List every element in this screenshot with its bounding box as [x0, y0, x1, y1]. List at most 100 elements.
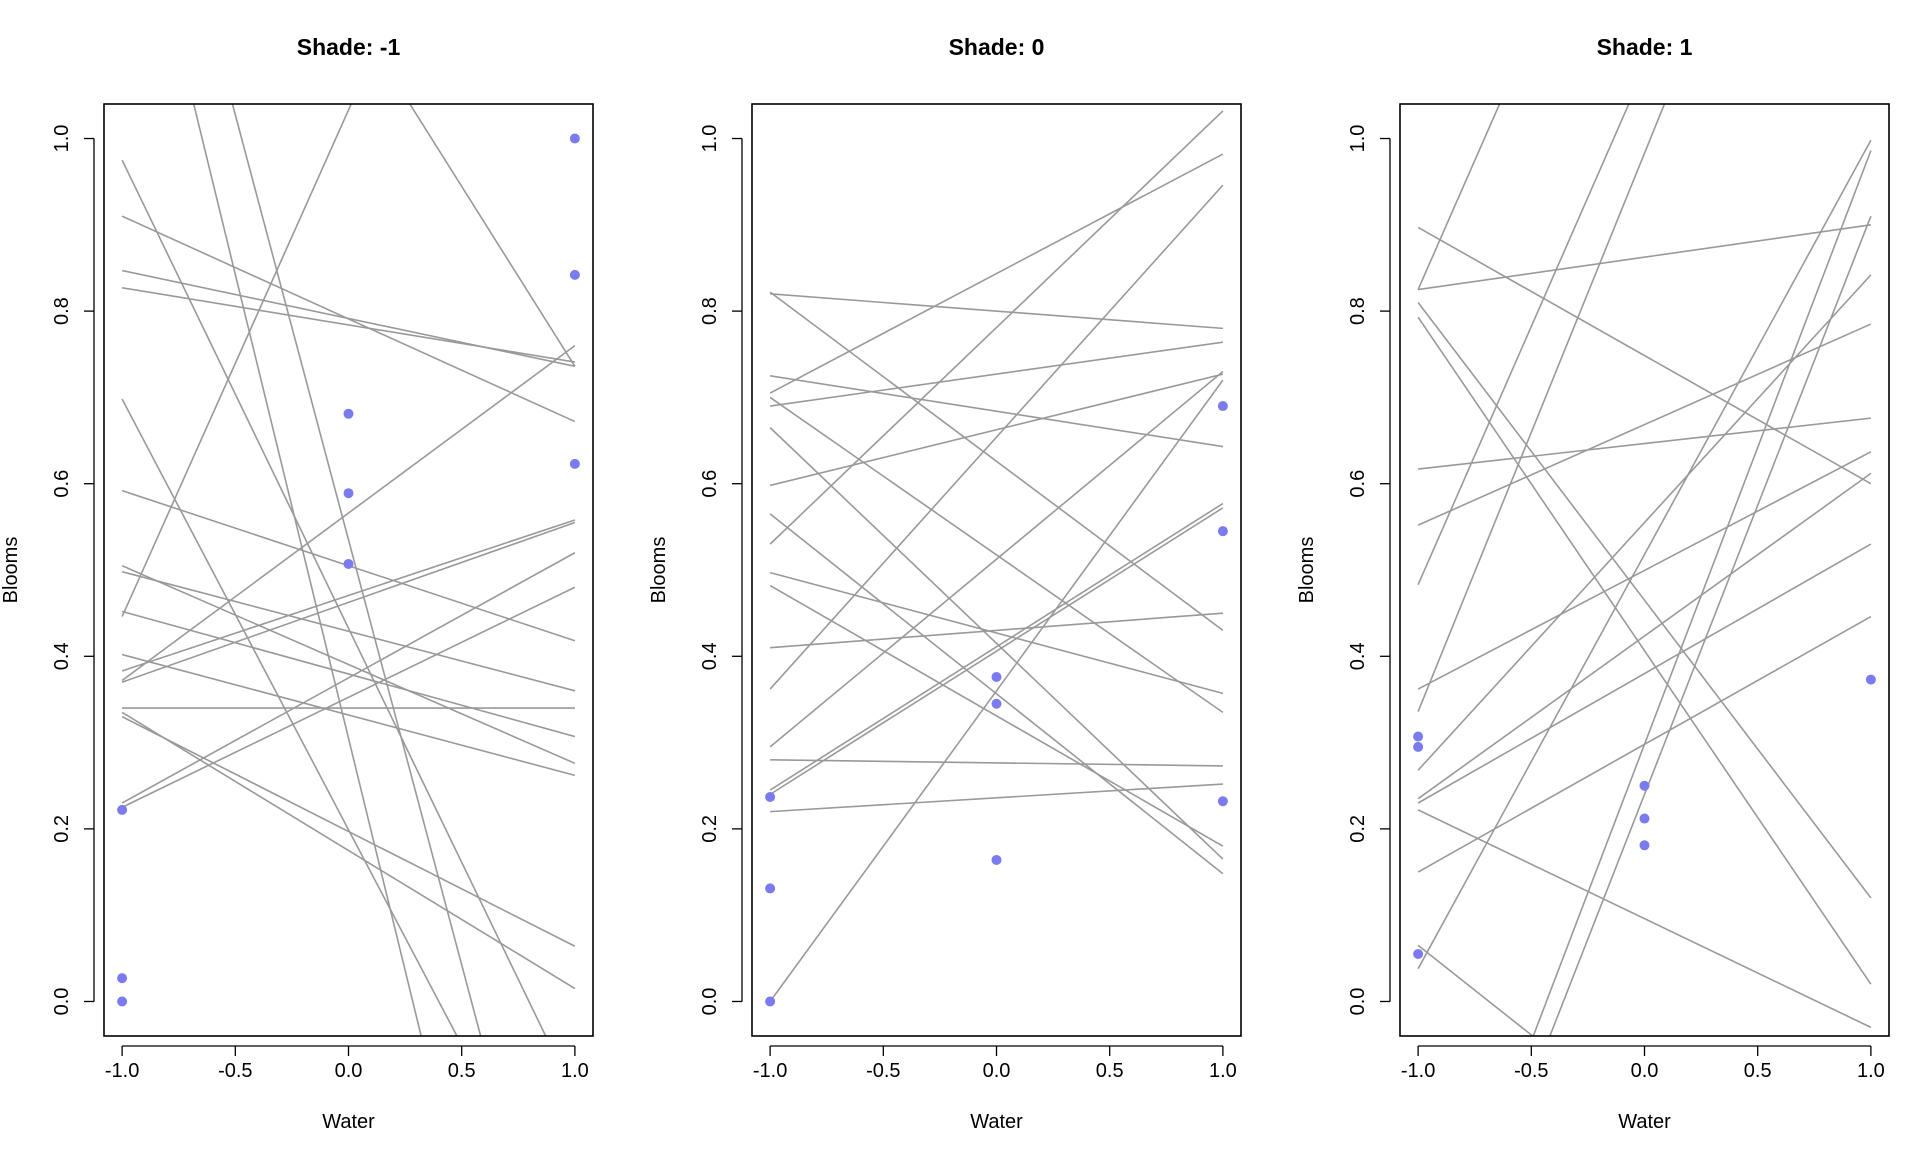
regression-line — [1417, 944, 1534, 1036]
regression-line — [121, 715, 576, 947]
regression-line — [769, 502, 1224, 791]
y-tick-label: 0.8 — [1347, 297, 1369, 325]
data-point — [1217, 401, 1228, 412]
regression-line — [1532, 150, 1872, 1036]
regression-line — [121, 287, 576, 363]
regression-line — [1417, 323, 1872, 526]
regression-line — [121, 344, 576, 682]
data-point — [1217, 796, 1228, 807]
regression-lines — [769, 110, 1224, 1002]
regression-line — [1418, 417, 1871, 470]
regression-line — [769, 396, 1224, 714]
regression-line — [1417, 809, 1872, 1029]
regression-line — [192, 104, 422, 1036]
x-tick-label: -0.5 — [866, 1060, 900, 1082]
x-tick-label: 0.0 — [1631, 1060, 1659, 1082]
data-point — [991, 854, 1002, 865]
x-tick-label: -1.0 — [753, 1060, 787, 1082]
regression-line — [408, 104, 576, 367]
regression-line — [121, 519, 576, 672]
x-tick-label: 0.5 — [448, 1060, 476, 1082]
data-point — [343, 408, 354, 419]
data-point — [1413, 741, 1424, 752]
regression-line — [121, 269, 576, 368]
regression-line — [1417, 316, 1872, 985]
data-point — [117, 804, 128, 815]
data-point — [117, 996, 128, 1007]
y-tick-label: 0.2 — [699, 815, 721, 843]
regression-line — [1417, 274, 1872, 771]
data-point — [569, 458, 580, 469]
regression-line — [769, 584, 1224, 847]
panel-1: Shade: -1 -1.0 -0.5 0.0 0.5 1.0 Water 0.0 0.2 0.4… — [0, 34, 594, 1133]
x-axis-label: Water — [970, 1111, 1023, 1133]
data-point — [991, 672, 1002, 683]
y-tick-label: 0.2 — [51, 815, 73, 843]
data-point — [765, 883, 776, 894]
regression-line — [769, 571, 1224, 695]
y-tick-label: 0.0 — [699, 988, 721, 1016]
regression-line — [769, 373, 1224, 487]
data-point — [765, 791, 776, 802]
x-tick-label: 0.5 — [1096, 1060, 1124, 1082]
regression-line — [1417, 104, 1666, 712]
regression-line — [1417, 224, 1872, 291]
y-tick-label: 0.2 — [1347, 815, 1369, 843]
x-tick-label: 1.0 — [561, 1060, 589, 1082]
x-tick-label: 1.0 — [1857, 1060, 1885, 1082]
x-tick-label: 0.0 — [335, 1060, 363, 1082]
x-tick-label: -0.5 — [1514, 1060, 1548, 1082]
panel-2: Shade: 0 -1.0 -0.5 0.0 0.5 1.0 Water 0.0 0.2 0.4 0… — [648, 34, 1242, 1133]
x-tick-label: 0.0 — [983, 1060, 1011, 1082]
data-point — [1217, 526, 1228, 537]
regression-lines — [1417, 104, 1872, 1036]
data-point — [1865, 674, 1876, 685]
regression-line — [121, 570, 576, 692]
data-point — [569, 269, 580, 280]
data-point — [1413, 949, 1424, 960]
regression-line — [769, 513, 1224, 875]
data-point — [1639, 840, 1650, 851]
data-point — [1639, 780, 1650, 791]
plot-frame — [103, 103, 594, 1037]
x-tick-label: 0.5 — [1744, 1060, 1772, 1082]
y-tick-label: 0.6 — [699, 470, 721, 498]
regression-line — [769, 379, 1224, 1002]
regression-line — [121, 398, 458, 1036]
regression-line — [1549, 215, 1872, 1036]
regression-line — [1417, 226, 1872, 485]
x-axis-label: Water — [322, 1111, 375, 1133]
y-tick-label: 0.8 — [51, 297, 73, 325]
y-tick-label: 1.0 — [699, 125, 721, 153]
y-tick-label: 1.0 — [51, 125, 73, 153]
regression-line — [770, 293, 1223, 330]
regression-line — [121, 552, 576, 804]
data-point — [1639, 813, 1650, 824]
regression-line — [769, 370, 1224, 748]
y-tick-label: 0.6 — [51, 470, 73, 498]
regression-line — [769, 291, 1224, 632]
regression-line — [769, 507, 1224, 796]
regression-line — [121, 159, 547, 1036]
y-tick-label: 1.0 — [1347, 125, 1369, 153]
data-point — [765, 996, 776, 1007]
y-axis-label: Blooms — [0, 537, 22, 604]
regression-line — [121, 610, 576, 738]
regression-line — [769, 341, 1224, 407]
y-axis-label: Blooms — [648, 537, 670, 604]
regression-line — [121, 586, 576, 809]
y-axis-label: Blooms — [1296, 537, 1318, 604]
x-axis-label: Water — [1618, 1111, 1671, 1133]
panel-title: Shade: 1 — [1597, 34, 1693, 60]
regression-line — [121, 711, 576, 990]
y-tick-label: 0.0 — [51, 988, 73, 1016]
regression-line — [121, 653, 576, 777]
regression-line — [769, 153, 1224, 394]
regression-line — [769, 427, 1224, 860]
regression-lines — [121, 104, 576, 1036]
regression-line — [1417, 104, 1501, 290]
regression-line — [1417, 451, 1872, 690]
data-point — [117, 973, 128, 984]
regression-line — [121, 104, 353, 617]
